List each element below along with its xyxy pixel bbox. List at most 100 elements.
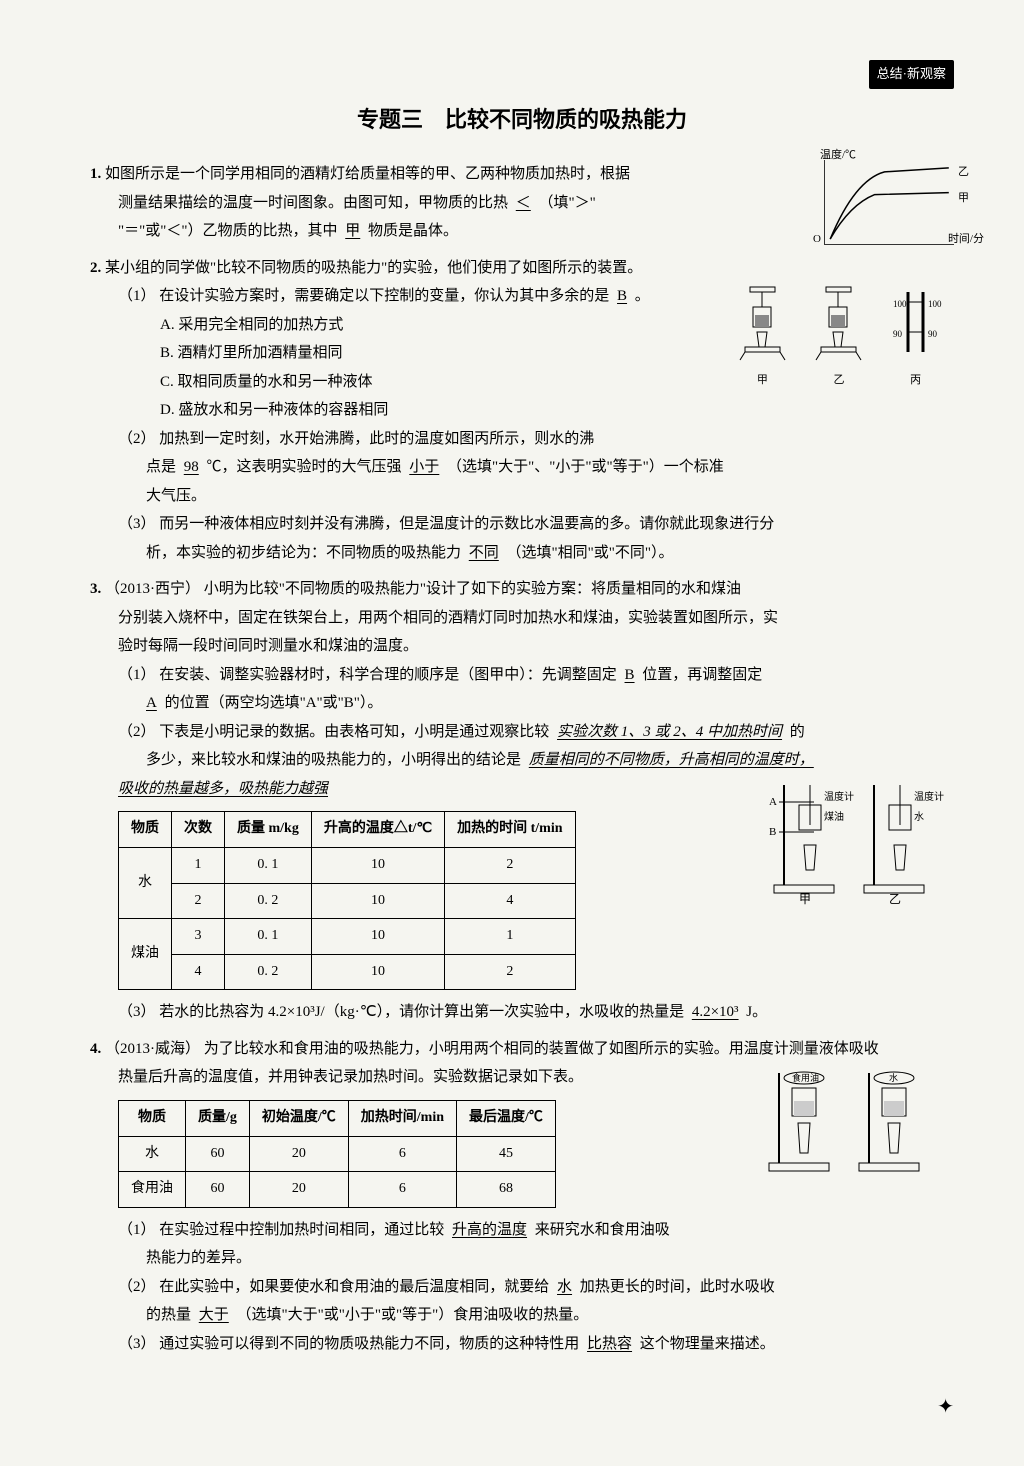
q3-sub2-c: 多少，来比较水和煤油的吸热能力的，小明得出的结论是: [90, 752, 521, 768]
q3-sub3-a: 若水的比热容为 4.2×10³J/（kg·℃），请你计算出第一次实验中，水吸收的…: [159, 1004, 684, 1020]
svg-text:90: 90: [928, 329, 938, 339]
graph-line-jia: 甲: [958, 188, 969, 209]
question-2: 2. 某小组的同学做"比较不同物质的吸热能力"的实验，他们使用了如图所示的装置。…: [90, 254, 954, 568]
svg-text:煤油: 煤油: [824, 810, 844, 823]
td: 68: [457, 1172, 556, 1208]
td-mat: 水: [119, 848, 172, 919]
q3-apparatus: A B 温度计 煤油 甲 温度计 水 乙: [764, 775, 954, 916]
q2-apparatus: 甲 乙 100: [724, 282, 954, 392]
q3-source: （2013·西宁）: [105, 581, 200, 597]
graph-origin: O: [813, 229, 821, 250]
svg-text:食用油: 食用油: [792, 1072, 819, 1083]
label-bing: 丙: [886, 370, 946, 391]
td: 10: [311, 954, 444, 990]
th-2: 质量 m/kg: [225, 812, 312, 848]
td: 0. 2: [225, 883, 312, 919]
q4-num: 4.: [90, 1041, 101, 1057]
table-row: 2 0. 2 10 4: [119, 883, 576, 919]
q4-sub2-label: （2）: [90, 1279, 156, 1295]
graph-svg: [825, 160, 954, 244]
q3-sub1-c: 的位置（两空均选填"A"或"B"）。: [165, 695, 383, 711]
q4-intro-b: 热量后升高的温度值，并用钟表记录加热时间。实验数据记录如下表。: [90, 1069, 583, 1085]
svg-text:100: 100: [893, 299, 907, 309]
td: 6: [348, 1172, 456, 1208]
q1-graph: 温度/℃ 时间/分 O 乙 甲: [824, 160, 954, 245]
td: 45: [457, 1136, 556, 1172]
q2-sub1-blank: B: [613, 288, 631, 304]
q4-apparatus-svg: 食用油 水: [764, 1063, 944, 1178]
label-jia: 甲: [732, 370, 792, 391]
q2-sub2-blank1: 98: [180, 459, 203, 475]
q2-sub3-c: （选填"相同"或"不同"）。: [507, 545, 674, 561]
q4-sub3-b: 这个物理量来描述。: [640, 1336, 775, 1352]
q1-text-a: 如图所示是一个同学用相同的酒精灯给质量相等的甲、乙两种物质加热时，根据: [105, 166, 630, 182]
q4-table: 物质 质量/g 初始温度/℃ 加热时间/min 最后温度/℃ 水 60 20 6…: [118, 1100, 556, 1208]
svg-text:甲: 甲: [799, 892, 811, 905]
q1-blank1: ＜: [512, 195, 535, 211]
q2-sub3-label: （3）: [90, 516, 156, 532]
question-3: 3. （2013·西宁） 小明为比较"不同物质的吸热能力"设计了如下的实验方案：…: [90, 575, 954, 1026]
svg-text:乙: 乙: [889, 892, 901, 905]
q2-sub2-blank2: 小于: [405, 459, 443, 475]
td: 水: [119, 1136, 186, 1172]
svg-text:温度计: 温度计: [914, 790, 944, 803]
thermometer-bing: 100 90 100 90: [888, 282, 943, 362]
q4-sub3-a: 通过实验可以得到不同的物质吸热能力不同，物质的这种特性用: [159, 1336, 579, 1352]
q4-sub2-blank1: 水: [553, 1279, 576, 1295]
q4-sub2-blank2: 大于: [195, 1307, 233, 1323]
th-1: 次数: [172, 812, 225, 848]
badge-text: 总结·新观察: [869, 60, 954, 89]
td: 10: [311, 883, 444, 919]
table-row: 4 0. 2 10 2: [119, 954, 576, 990]
q3-sub1-a: 在安装、调整实验器材时，科学合理的顺序是（图甲中）：先调整固定: [159, 667, 617, 683]
q4-sub2-c: 的热量: [90, 1307, 191, 1323]
q3-intro-b: 分别装入烧杯中，固定在铁架台上，用两个相同的酒精灯同时加热水和煤油，实验装置如图…: [90, 610, 778, 626]
q1-text-b: 测量结果描绘的温度一时间图象。由图可知，甲物质的比热: [90, 195, 508, 211]
label-yi: 乙: [809, 370, 869, 391]
graph-line-yi: 乙: [958, 162, 969, 183]
table-row: 煤油 3 0. 1 10 1: [119, 919, 576, 955]
beaker-yi: [811, 282, 866, 362]
td: 0. 1: [225, 919, 312, 955]
page-title: 专题三 比较不同物质的吸热能力: [90, 99, 954, 141]
q3-table: 物质 次数 质量 m/kg 升高的温度△t/℃ 加热的时间 t/min 水 1 …: [118, 811, 576, 990]
header-badge: 总结·新观察: [90, 60, 954, 89]
td: 60: [186, 1136, 250, 1172]
q2-sub3-b: 析，本实验的初步结论为：不同物质的吸热能力: [90, 545, 461, 561]
td: 1: [445, 919, 575, 955]
th-0: 物质: [119, 1100, 186, 1136]
th-4: 最后温度/℃: [457, 1100, 556, 1136]
q3-sub3-label: （3）: [90, 1004, 156, 1020]
td: 0. 1: [225, 848, 312, 884]
q4-sub3-label: （3）: [90, 1336, 156, 1352]
q3-sub1-blank2: A: [90, 695, 161, 711]
q2-sub2-label: （2）: [90, 431, 156, 447]
q4-sub2-d: （选填"大于"或"小于"或"等于"）食用油吸收的热量。: [237, 1307, 589, 1323]
q1-num: 1.: [90, 166, 101, 182]
table-row: 水 1 0. 1 10 2: [119, 848, 576, 884]
q3-num: 3.: [90, 581, 101, 597]
td: 4: [172, 954, 225, 990]
q2-sub3-blank: 不同: [465, 545, 503, 561]
td: 2: [445, 848, 575, 884]
q3-sub2-blank2: 质量相同的不同物质，升高相同的温度时，: [525, 752, 818, 768]
td: 20: [249, 1172, 348, 1208]
td: 2: [445, 954, 575, 990]
q2-sub2-d: （选填"大于"、"小于"或"等于"）一个标准: [447, 459, 724, 475]
q4-sub1-a: 在实验过程中控制加热时间相同，通过比较: [159, 1222, 444, 1238]
footer-star: ✦: [90, 1388, 954, 1426]
q3-sub2-a: 下表是小明记录的数据。由表格可知，小明是通过观察比较: [159, 724, 549, 740]
svg-text:100: 100: [928, 299, 942, 309]
q2-sub2-b: 点是: [90, 459, 176, 475]
q2-sub3-a: 而另一种液体相应时刻并没有沸腾，但是温度计的示数比水温要高的多。请你就此现象进行…: [159, 516, 774, 532]
beaker-jia: [735, 282, 790, 362]
question-4: 4. （2013·威海） 为了比较水和食用油的吸热能力，小明用两个相同的装置做了…: [90, 1035, 954, 1358]
td: 10: [311, 919, 444, 955]
th-2: 初始温度/℃: [249, 1100, 348, 1136]
q3-sub1-blank1: B: [621, 667, 639, 683]
q2-sub2-a: 加热到一定时刻，水开始沸腾，此时的温度如图丙所示，则水的沸: [159, 431, 594, 447]
td: 10: [311, 848, 444, 884]
q1-text-e: 物质是晶体。: [368, 223, 458, 239]
th-4: 加热的时间 t/min: [445, 812, 575, 848]
td: 6: [348, 1136, 456, 1172]
